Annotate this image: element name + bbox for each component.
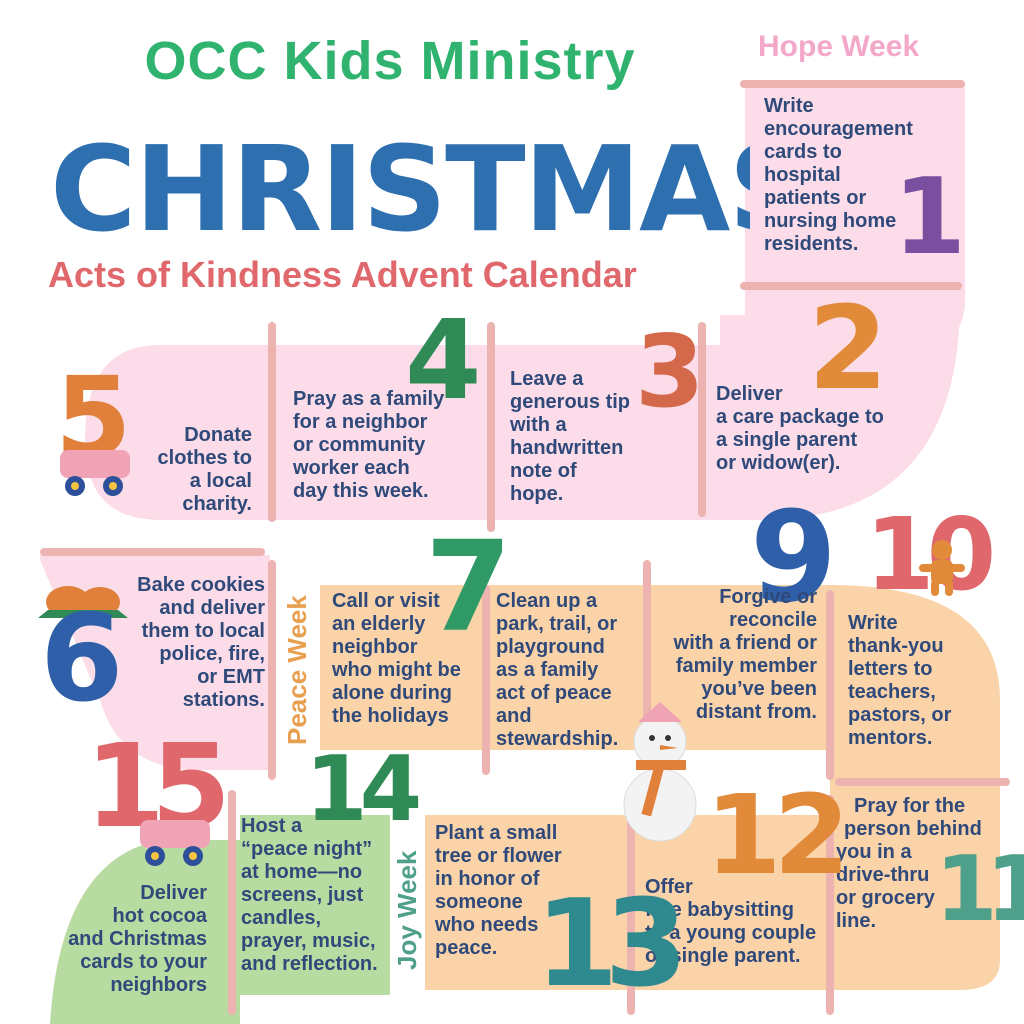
divider-v9 bbox=[627, 815, 635, 1015]
divider-v6 bbox=[643, 560, 651, 750]
divider-v1 bbox=[268, 322, 276, 522]
hope-ribbon bbox=[720, 85, 965, 345]
divider-hope-bottom bbox=[740, 282, 962, 290]
day-8-text: Clean up a park, trail, or playground as a … bbox=[496, 590, 619, 750]
day-15-text: Deliver hot cocoa and Christmas cards to yo… bbox=[68, 882, 207, 996]
divider-v10 bbox=[826, 795, 834, 1015]
divider-h-right bbox=[835, 778, 1010, 786]
divider-hope-top bbox=[740, 80, 965, 88]
day-11-text: Pray for the person behind you in a drive-t… bbox=[836, 795, 982, 932]
hope-ribbon-2 bbox=[270, 300, 960, 520]
day-9-text: Forgive or reconcile with a friend or famil… bbox=[673, 586, 817, 723]
joy-week-label: Joy Week bbox=[392, 850, 422, 970]
day-11-number: 11 bbox=[935, 837, 1024, 942]
wagon-icon-2 bbox=[140, 820, 210, 866]
christmas-banner: CHRISTMAS bbox=[50, 120, 750, 255]
peace-ribbon-2 bbox=[830, 785, 1000, 990]
day-1-text: Write encouragement cards to hospital patien… bbox=[764, 95, 913, 255]
day-6-text: Bake cookies and deliver them to local poli… bbox=[137, 574, 265, 711]
day-12-text: Offer free babysitting to a young couple or… bbox=[645, 876, 817, 967]
divider-h-left bbox=[40, 548, 265, 556]
day-10-text: Write thank-you letters to teachers, pastors… bbox=[848, 612, 952, 749]
divider-v4 bbox=[268, 560, 276, 780]
snowman-icon bbox=[623, 702, 697, 842]
divider-v5 bbox=[482, 585, 490, 775]
day-10-number: 10 bbox=[865, 496, 996, 613]
pinecone-icon bbox=[38, 586, 128, 618]
hope-ribbon-curve bbox=[85, 345, 270, 520]
day-2-number: 2 bbox=[808, 282, 889, 416]
day-14-text: Host a “peace night” at home—no screens, ju… bbox=[241, 815, 378, 975]
day-1-number: 1 bbox=[893, 156, 967, 278]
hope-week-label: Hope Week bbox=[758, 30, 920, 63]
day-3-number: 3 bbox=[635, 313, 705, 430]
day-4-text: Pray as a family for a neighbor or communi… bbox=[293, 388, 445, 502]
day-7-number: 7 bbox=[425, 515, 512, 660]
day-3-text: Leave a generous tip with a handwritten note… bbox=[510, 368, 631, 505]
joy-ribbon bbox=[240, 815, 390, 995]
joy-ribbon-curve bbox=[50, 840, 240, 1024]
divider-v7 bbox=[826, 590, 834, 780]
peace-week-label: Peace Week bbox=[282, 595, 312, 745]
christmas-banner-text: CHRISTMAS bbox=[50, 120, 750, 255]
day-9-number: 9 bbox=[750, 485, 837, 630]
gingerbread-icon bbox=[919, 540, 965, 596]
day-5-text: Donate clothes to a local charity. bbox=[157, 424, 252, 515]
divider-v3 bbox=[698, 322, 706, 517]
divider-v8 bbox=[228, 790, 236, 1015]
day-7-text: Call or visit an elderly neighbor who might… bbox=[332, 590, 461, 727]
day-4-number: 4 bbox=[405, 296, 482, 424]
day-2-text: Deliver a care package to a single parent o… bbox=[716, 383, 884, 474]
wagon-icon bbox=[60, 450, 130, 496]
day-13-number: 13 bbox=[535, 875, 688, 1014]
day-13-text: Plant a small tree or flower in honor of so… bbox=[435, 822, 562, 959]
page-title: OCC Kids Ministry bbox=[144, 31, 636, 91]
subtitle: Acts of Kindness Advent Calendar bbox=[48, 254, 637, 295]
day-12-number: 12 bbox=[705, 771, 850, 899]
day-14-number: 14 bbox=[305, 737, 422, 842]
day-6-number: 6 bbox=[40, 590, 124, 729]
divider-v2 bbox=[487, 322, 495, 532]
